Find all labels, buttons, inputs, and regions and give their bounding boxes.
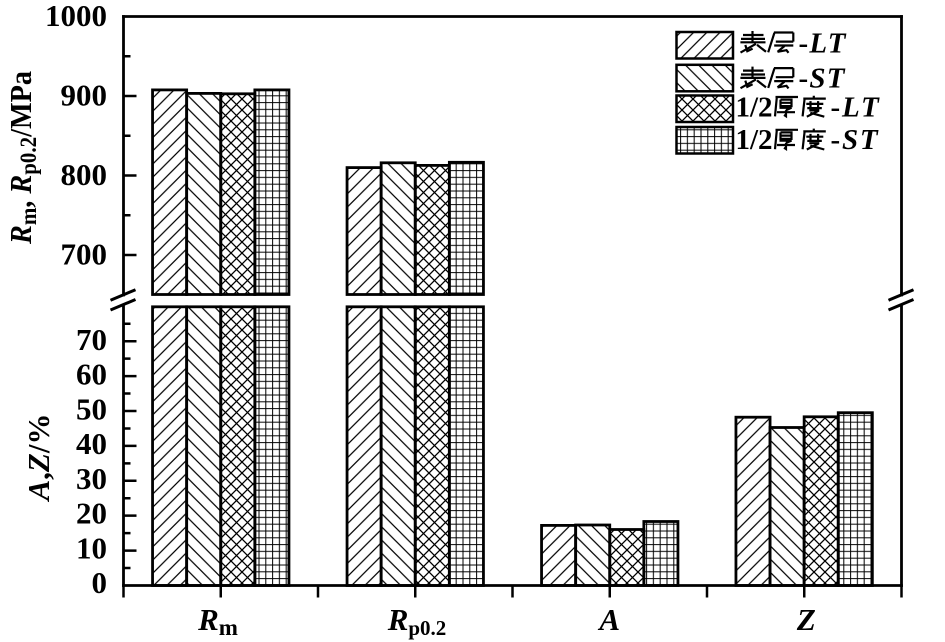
svg-text:Rp0.2: Rp0.2 <box>387 602 447 640</box>
svg-text:-LT: -LT <box>831 91 881 123</box>
svg-text:60: 60 <box>76 357 107 392</box>
svg-text:Rm, Rp0.2/MPa: Rm, Rp0.2/MPa <box>3 71 41 245</box>
svg-text:800: 800 <box>61 157 108 192</box>
svg-text:A,Z/%: A,Z/% <box>21 414 56 503</box>
svg-text:Rm: Rm <box>197 602 238 640</box>
svg-text:700: 700 <box>61 236 108 271</box>
svg-text:30: 30 <box>76 461 107 496</box>
svg-text:-LT: -LT <box>799 28 847 60</box>
svg-text:1000: 1000 <box>45 0 107 33</box>
svg-text:0: 0 <box>92 565 108 600</box>
svg-text:40: 40 <box>76 426 107 461</box>
svg-text:A: A <box>597 602 620 637</box>
svg-text:70: 70 <box>76 322 107 357</box>
svg-text:10: 10 <box>76 530 107 565</box>
svg-text:1/2: 1/2 <box>736 91 773 123</box>
svg-text:20: 20 <box>76 496 107 531</box>
svg-text:900: 900 <box>61 77 108 112</box>
svg-text:50: 50 <box>76 391 107 426</box>
svg-text:Z: Z <box>796 602 816 637</box>
svg-text:-ST: -ST <box>831 124 880 156</box>
svg-text:-ST: -ST <box>799 63 846 95</box>
svg-text:1/2: 1/2 <box>736 124 773 156</box>
